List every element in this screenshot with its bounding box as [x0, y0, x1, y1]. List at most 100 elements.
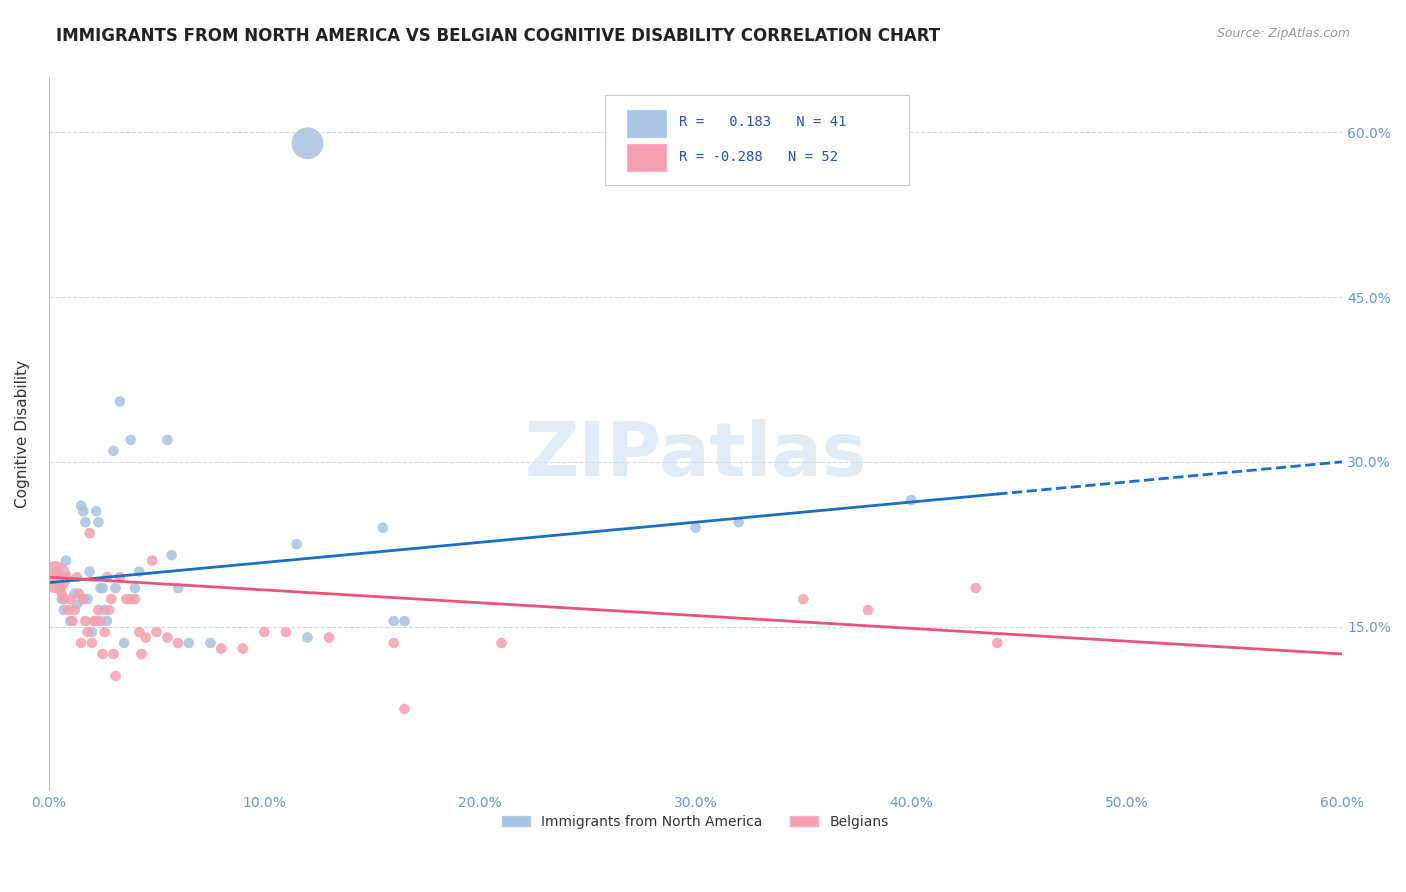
Point	[70, 499, 93, 513]
Point	[48, 570, 70, 584]
Point	[986, 636, 1008, 650]
Point	[51, 586, 73, 600]
Point	[75, 515, 97, 529]
Point	[66, 598, 89, 612]
Point	[91, 581, 114, 595]
Point	[382, 614, 405, 628]
Point	[128, 625, 150, 640]
Point	[76, 625, 98, 640]
Point	[55, 554, 77, 568]
Point	[46, 565, 69, 579]
Point	[44, 570, 66, 584]
Point	[80, 625, 103, 640]
Point	[131, 647, 153, 661]
Point	[135, 631, 157, 645]
Point	[63, 603, 86, 617]
Text: Source: ZipAtlas.com: Source: ZipAtlas.com	[1216, 27, 1350, 40]
Point	[87, 515, 110, 529]
Point	[177, 636, 200, 650]
Point	[115, 592, 138, 607]
Point	[56, 603, 79, 617]
Point	[52, 603, 75, 617]
Text: ZIPatlas: ZIPatlas	[524, 419, 868, 492]
Point	[200, 636, 222, 650]
Point	[156, 631, 179, 645]
Point	[84, 504, 107, 518]
Point	[79, 526, 101, 541]
Point	[297, 631, 319, 645]
Point	[75, 614, 97, 628]
Point	[62, 614, 84, 628]
Point	[96, 614, 118, 628]
Point	[856, 603, 879, 617]
Bar	[627, 110, 666, 136]
Point	[382, 636, 405, 650]
Point	[89, 581, 111, 595]
Point	[63, 586, 86, 600]
Point	[253, 625, 276, 640]
Point	[318, 631, 340, 645]
Bar	[627, 144, 666, 171]
Point	[94, 625, 117, 640]
Point	[124, 592, 146, 607]
Point	[209, 641, 232, 656]
Text: IMMIGRANTS FROM NORTH AMERICA VS BELGIAN COGNITIVE DISABILITY CORRELATION CHART: IMMIGRANTS FROM NORTH AMERICA VS BELGIAN…	[56, 27, 941, 45]
Point	[66, 570, 89, 584]
Point	[394, 614, 416, 628]
Point	[72, 592, 94, 607]
Point	[76, 592, 98, 607]
Point	[112, 636, 135, 650]
Point	[145, 625, 167, 640]
Point	[89, 614, 111, 628]
Point	[67, 586, 90, 600]
Point	[103, 647, 125, 661]
Point	[98, 603, 121, 617]
Point	[491, 636, 513, 650]
Point	[72, 504, 94, 518]
Point	[128, 565, 150, 579]
Point	[104, 669, 127, 683]
Point	[72, 592, 94, 607]
Point	[91, 647, 114, 661]
Point	[83, 614, 105, 628]
Text: R =   0.183   N = 41: R = 0.183 N = 41	[679, 115, 846, 129]
Point	[55, 570, 77, 584]
Text: R = -0.288   N = 52: R = -0.288 N = 52	[679, 151, 838, 164]
Point	[167, 636, 190, 650]
Legend: Immigrants from North America, Belgians: Immigrants from North America, Belgians	[496, 809, 894, 834]
Point	[59, 614, 82, 628]
Point	[108, 570, 131, 584]
Point	[79, 565, 101, 579]
Point	[103, 443, 125, 458]
Point	[167, 581, 190, 595]
Point	[160, 548, 183, 562]
Point	[51, 592, 73, 607]
Y-axis label: Cognitive Disability: Cognitive Disability	[15, 360, 30, 508]
Point	[84, 614, 107, 628]
Point	[371, 521, 394, 535]
Point	[156, 433, 179, 447]
Point	[100, 592, 122, 607]
Point	[141, 554, 163, 568]
Point	[120, 592, 142, 607]
Point	[124, 581, 146, 595]
Point	[87, 603, 110, 617]
Point	[52, 592, 75, 607]
Point	[48, 581, 70, 595]
Point	[104, 581, 127, 595]
Point	[232, 641, 254, 656]
Point	[70, 636, 93, 650]
Point	[297, 136, 319, 151]
Point	[394, 702, 416, 716]
Point	[120, 433, 142, 447]
Point	[80, 636, 103, 650]
Point	[96, 570, 118, 584]
Point	[94, 603, 117, 617]
Point	[685, 521, 707, 535]
Point	[792, 592, 814, 607]
Point	[900, 493, 922, 508]
Point	[108, 394, 131, 409]
Point	[59, 592, 82, 607]
Point	[965, 581, 987, 595]
Point	[285, 537, 308, 551]
